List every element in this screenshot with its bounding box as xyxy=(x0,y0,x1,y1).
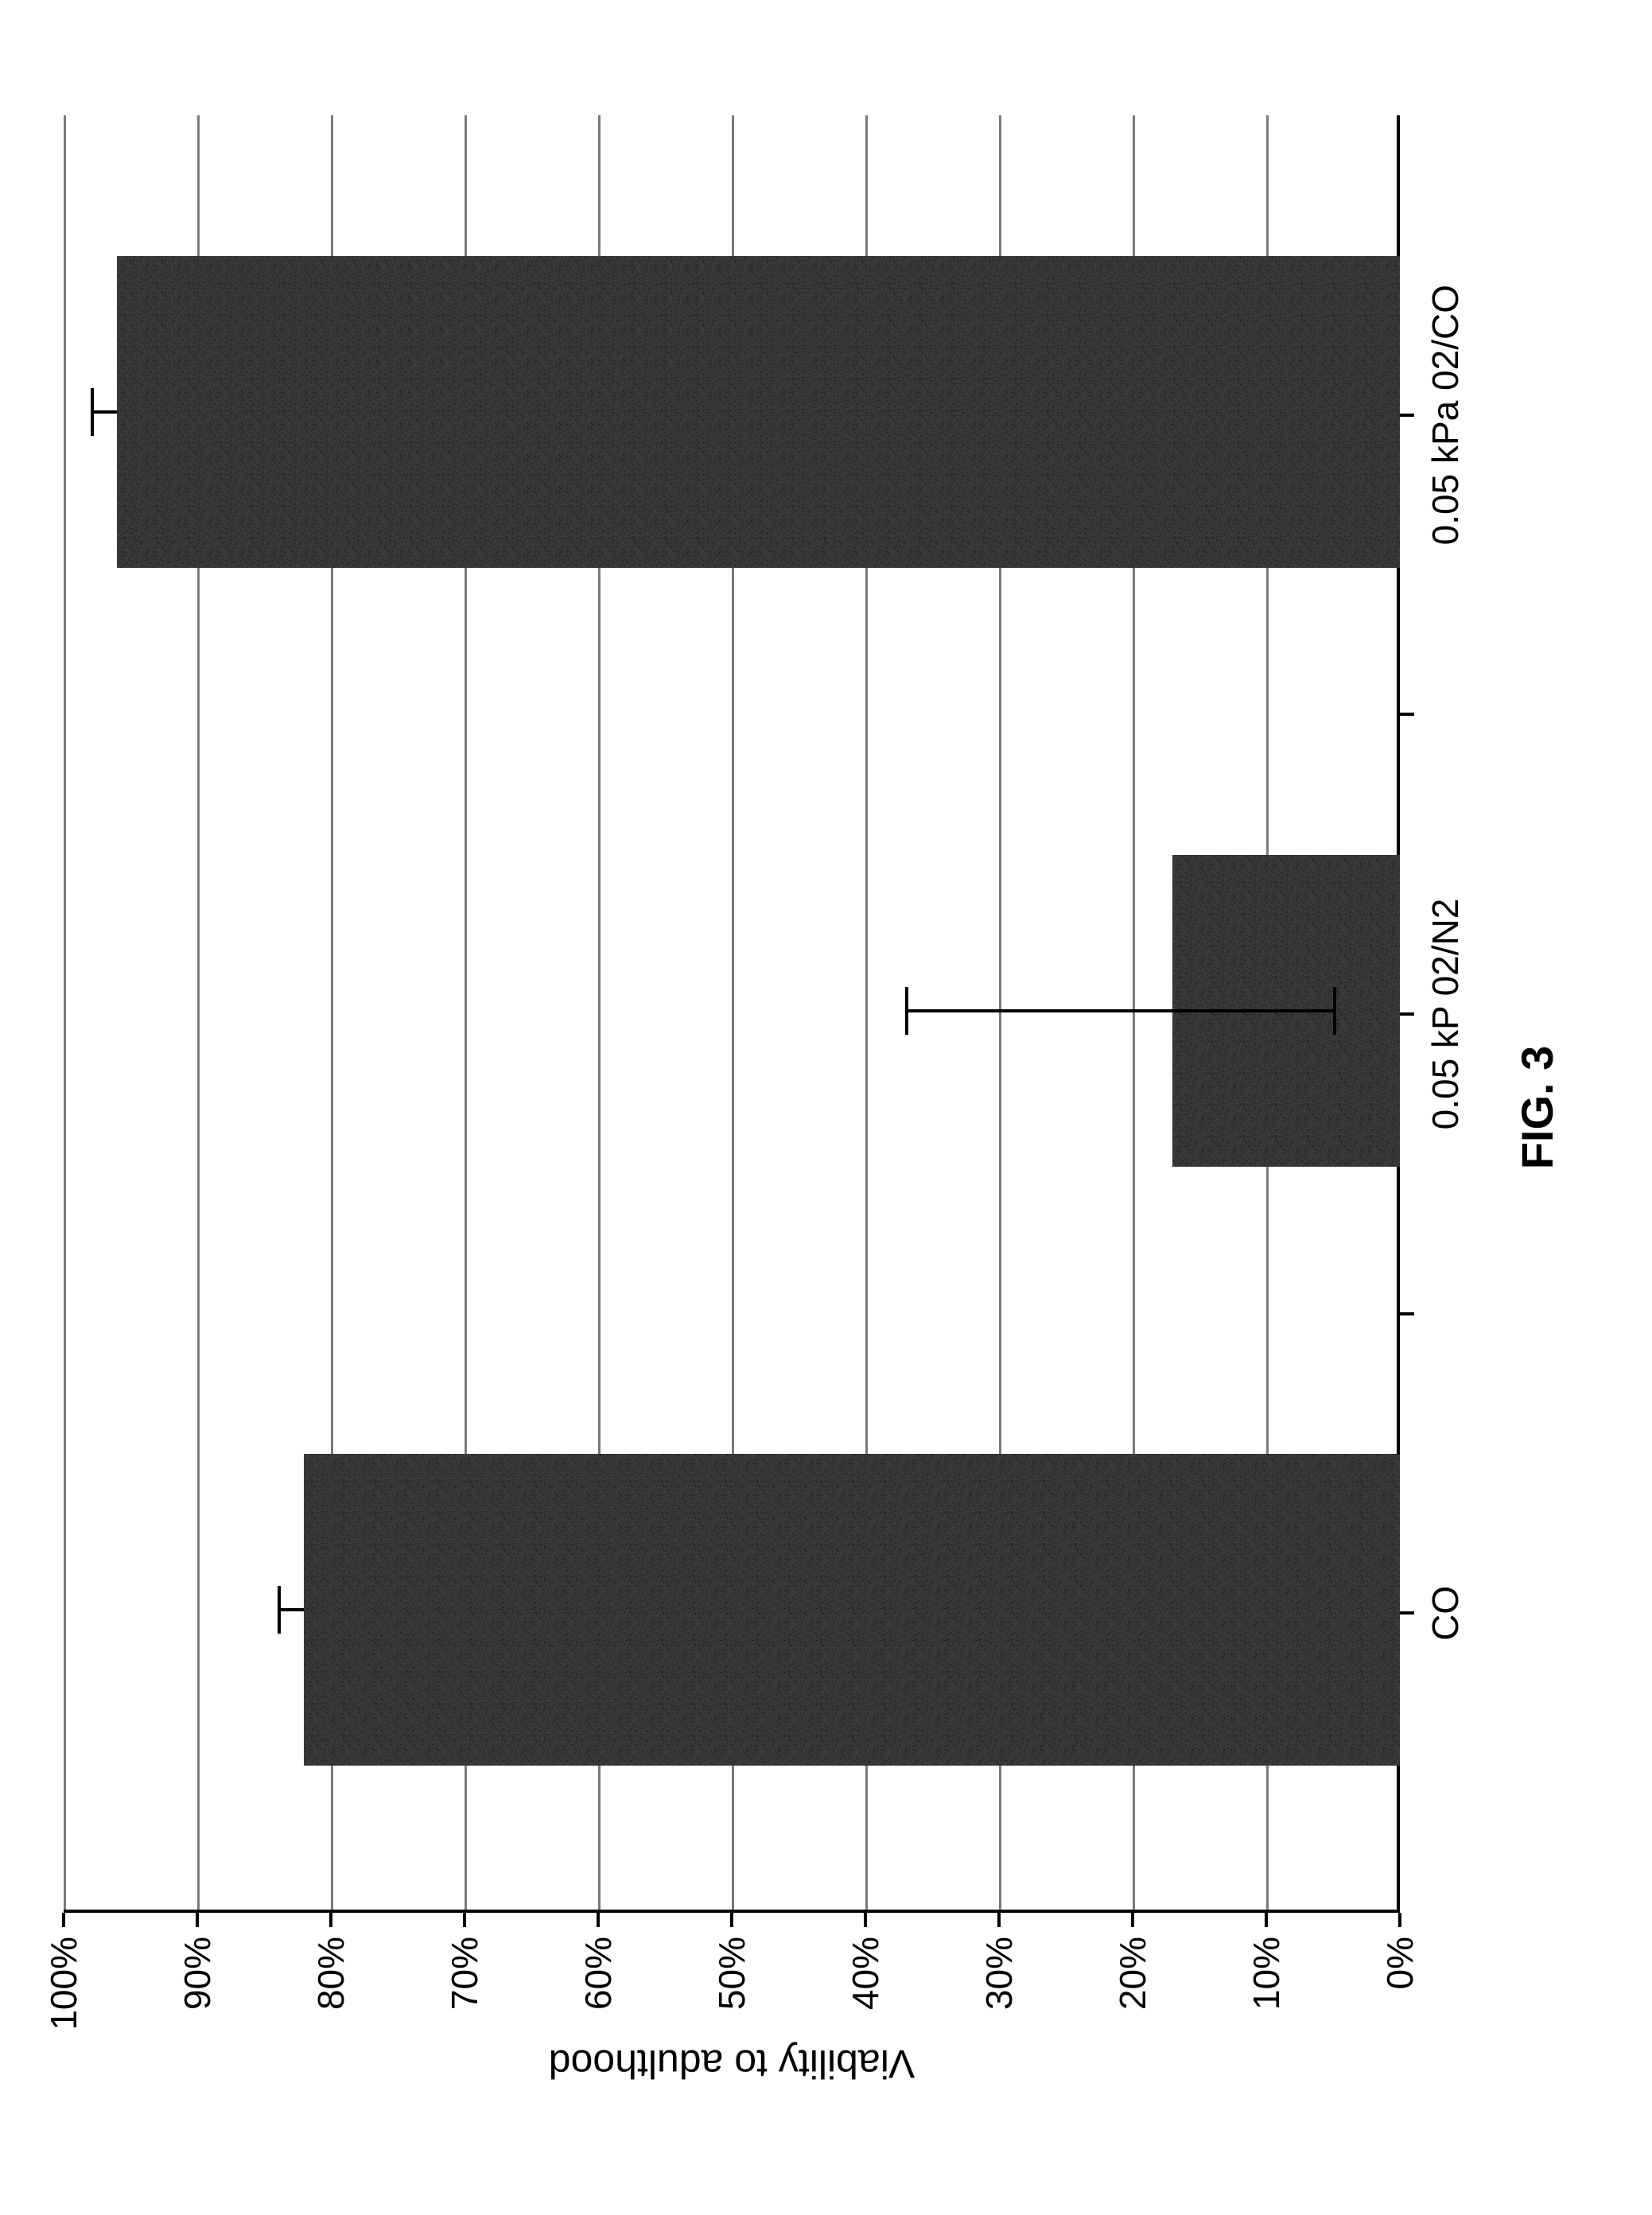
y-tick-label: 80% xyxy=(309,1937,352,2032)
y-tick-mark xyxy=(597,1913,600,1927)
plot-area xyxy=(64,115,1400,1913)
y-tick-label: 20% xyxy=(1111,1937,1154,2032)
y-tick-mark xyxy=(997,1913,1001,1927)
error-cap xyxy=(91,388,94,436)
y-tick-label: 70% xyxy=(443,1937,486,2032)
y-tick-label: 10% xyxy=(1245,1937,1288,2032)
x-tick-mark xyxy=(1400,414,1414,417)
y-tick-mark xyxy=(196,1913,199,1927)
y-tick-label: 90% xyxy=(176,1937,219,2032)
y-tick-mark xyxy=(62,1913,65,1927)
bar xyxy=(304,1454,1400,1766)
y-tick-mark xyxy=(1131,1913,1134,1927)
x-tick-label: 0.05 kPa 02/CO xyxy=(1424,285,1467,545)
x-tick-label: 0.05 kP 02/N2 xyxy=(1424,899,1467,1130)
x-tick-label: CO xyxy=(1424,1586,1467,1641)
y-tick-label: 40% xyxy=(844,1937,887,2032)
error-bar xyxy=(278,1608,305,1611)
y-tick-label: 60% xyxy=(577,1937,620,2032)
y-tick-mark xyxy=(730,1913,733,1927)
y-tick-mark xyxy=(864,1913,867,1927)
page: Viability to adulthood 0% 10% 20% 30% 40% 50%… xyxy=(0,0,1652,2215)
error-bar xyxy=(905,1009,1333,1012)
landscape-canvas: Viability to adulthood 0% 10% 20% 30% 40% 50%… xyxy=(0,0,1652,2215)
y-tick-label: 30% xyxy=(978,1937,1020,2032)
x-tick-mark xyxy=(1400,713,1414,716)
gridline xyxy=(64,115,66,1910)
y-tick-label: 0% xyxy=(1378,1937,1421,2032)
y-tick-mark xyxy=(1265,1913,1268,1927)
x-tick-mark xyxy=(1400,1312,1414,1315)
x-tick-mark xyxy=(1400,1611,1414,1615)
y-tick-label: 50% xyxy=(710,1937,753,2032)
y-axis-label: Viability to adulthood xyxy=(549,2041,915,2087)
error-bar xyxy=(91,410,118,414)
y-tick-mark xyxy=(329,1913,332,1927)
figure-caption: FIG. 3 xyxy=(1511,0,1563,2215)
y-tick-mark xyxy=(1398,1913,1401,1927)
error-cap xyxy=(1333,987,1336,1035)
error-cap xyxy=(905,987,908,1035)
error-cap xyxy=(278,1586,281,1634)
y-tick-label: 100% xyxy=(42,1937,85,2032)
y-tick-mark xyxy=(463,1913,466,1927)
bar xyxy=(117,256,1400,568)
bar-chart: Viability to adulthood 0% 10% 20% 30% 40% 50%… xyxy=(48,99,1479,2120)
x-tick-mark xyxy=(1400,1012,1414,1016)
